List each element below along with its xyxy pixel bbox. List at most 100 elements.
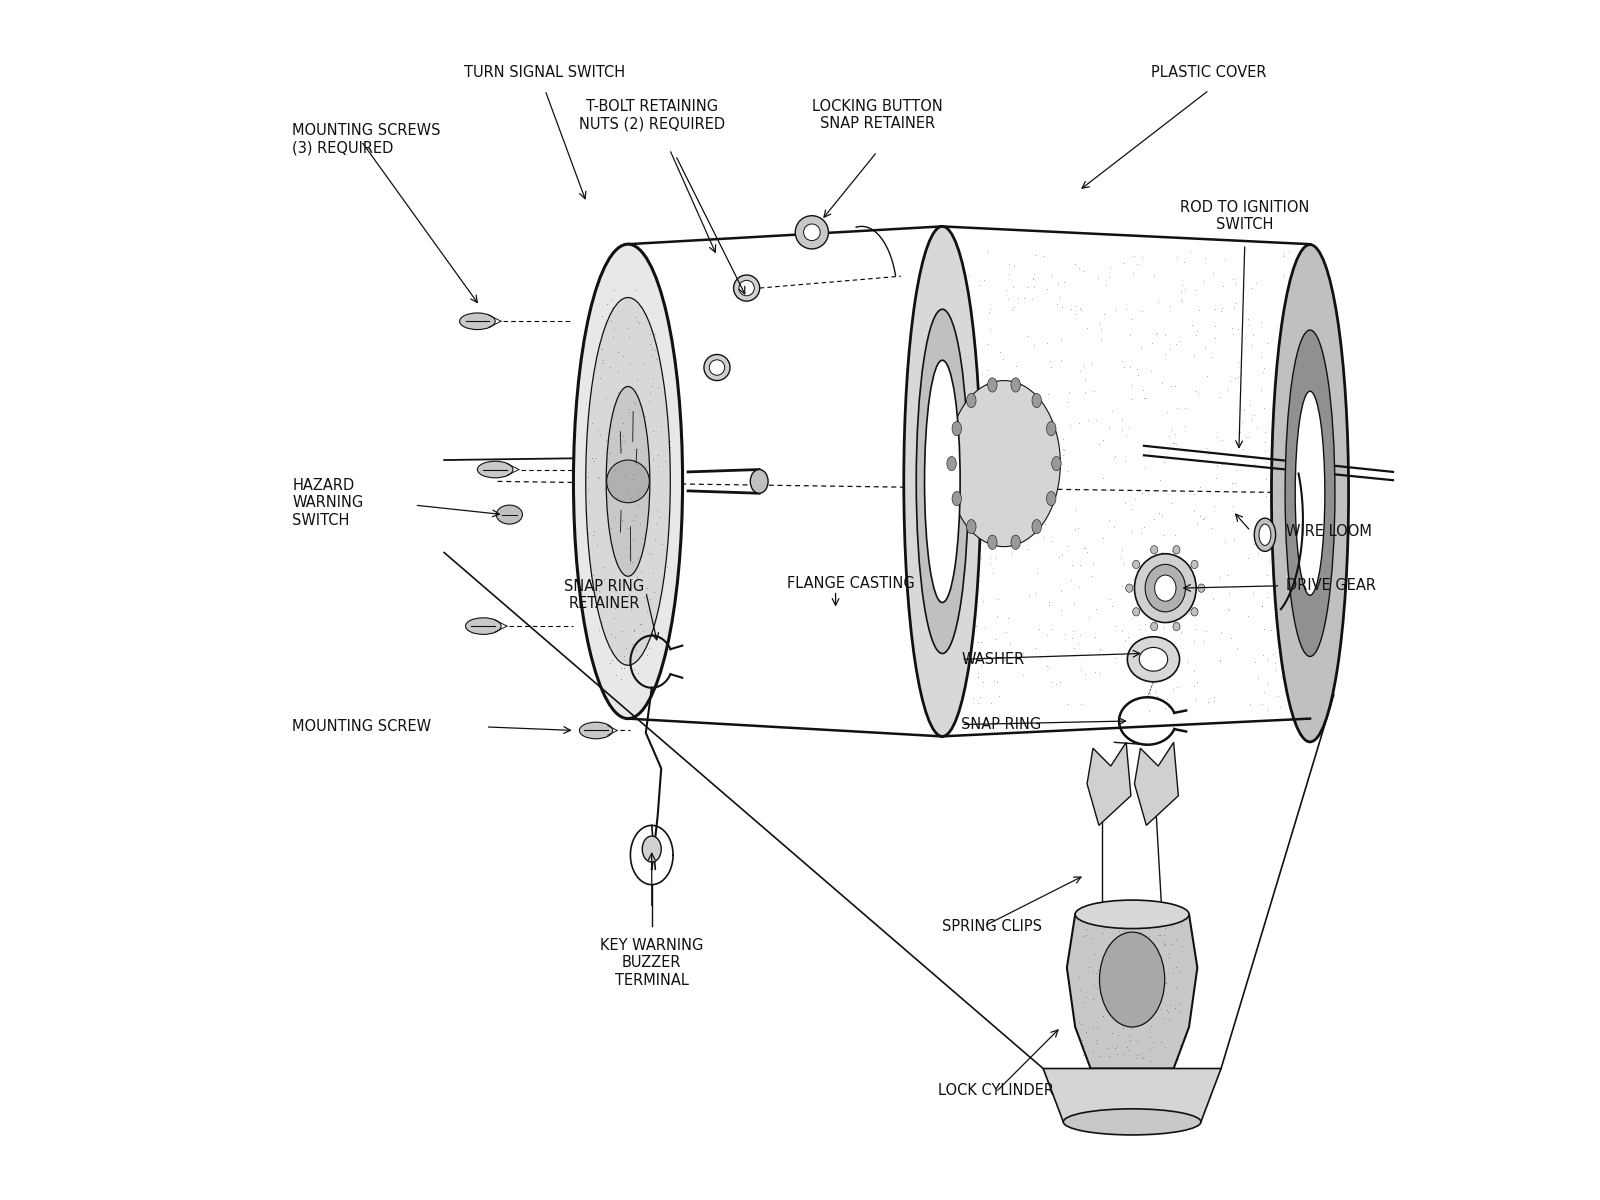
Point (1074, 1050, 1099, 1069)
Ellipse shape (1064, 1109, 1202, 1135)
Point (1002, 466, 1027, 485)
Point (955, 266, 981, 286)
Point (598, 590, 624, 610)
Point (1123, 691, 1149, 710)
Point (1141, 601, 1166, 620)
Point (1222, 474, 1248, 493)
Point (949, 620, 974, 640)
Point (1142, 1002, 1168, 1021)
Point (971, 396, 997, 415)
Point (1125, 1049, 1150, 1068)
Point (622, 506, 648, 526)
Point (1112, 1044, 1138, 1063)
Point (1126, 593, 1152, 612)
Point (1277, 602, 1302, 622)
Point (982, 630, 1008, 649)
Point (984, 407, 1010, 426)
Point (1139, 917, 1165, 936)
Point (1230, 448, 1256, 467)
Point (941, 312, 966, 331)
Point (1274, 371, 1299, 390)
Point (1128, 523, 1154, 542)
Point (1152, 932, 1178, 952)
Point (1117, 961, 1142, 980)
Ellipse shape (1146, 564, 1186, 612)
Point (1147, 925, 1173, 944)
Point (1230, 439, 1256, 458)
Point (1222, 461, 1248, 480)
Point (1035, 595, 1061, 614)
Point (1074, 925, 1099, 944)
Point (1080, 929, 1106, 948)
Point (645, 456, 670, 475)
Point (1176, 578, 1202, 598)
Point (1061, 622, 1086, 641)
Point (1110, 1019, 1136, 1038)
Point (1150, 373, 1176, 392)
Point (1058, 416, 1083, 436)
Point (1155, 583, 1181, 602)
Point (965, 557, 990, 576)
Ellipse shape (709, 360, 725, 376)
Point (1208, 455, 1234, 474)
Point (1114, 941, 1139, 960)
Point (1099, 596, 1125, 616)
Point (1037, 658, 1062, 677)
Point (1154, 1000, 1179, 1019)
Point (1174, 652, 1200, 671)
Point (1101, 449, 1126, 468)
Point (1104, 1045, 1130, 1064)
Point (1203, 427, 1229, 446)
Point (1083, 964, 1109, 983)
Point (610, 622, 635, 641)
Point (1110, 922, 1136, 941)
Point (1021, 265, 1046, 284)
Point (1168, 331, 1194, 350)
Point (1000, 544, 1026, 563)
Point (1192, 632, 1218, 652)
Point (640, 421, 666, 440)
Point (938, 666, 963, 685)
Point (621, 529, 646, 548)
Point (992, 650, 1018, 670)
Point (1136, 701, 1162, 720)
Point (1053, 624, 1078, 643)
Point (1106, 989, 1131, 1008)
Point (1080, 1018, 1106, 1037)
Point (1187, 478, 1213, 497)
Point (602, 319, 627, 338)
Point (1115, 979, 1141, 998)
Point (626, 313, 651, 332)
Point (997, 402, 1022, 421)
Point (1160, 964, 1186, 983)
Point (1090, 468, 1115, 487)
Point (1112, 631, 1138, 650)
Point (1120, 575, 1146, 594)
Point (621, 510, 646, 529)
Point (650, 534, 675, 553)
Point (1083, 410, 1109, 430)
Point (1224, 433, 1250, 452)
Point (1258, 620, 1283, 640)
Point (1256, 673, 1282, 692)
Point (1286, 666, 1312, 685)
Point (1181, 347, 1206, 366)
Point (1101, 955, 1126, 974)
Point (1098, 589, 1123, 608)
Point (1102, 617, 1128, 636)
Point (610, 347, 635, 366)
Point (1163, 335, 1189, 354)
Ellipse shape (496, 505, 523, 524)
Point (1104, 1001, 1130, 1020)
Point (1094, 481, 1120, 500)
Point (1115, 1014, 1141, 1033)
Point (1160, 574, 1186, 593)
Point (1222, 293, 1248, 312)
Point (1173, 398, 1198, 418)
Point (986, 589, 1011, 608)
Point (984, 672, 1010, 691)
Ellipse shape (952, 421, 962, 436)
Point (1070, 1045, 1096, 1064)
Point (1099, 968, 1125, 988)
Point (1016, 437, 1042, 456)
